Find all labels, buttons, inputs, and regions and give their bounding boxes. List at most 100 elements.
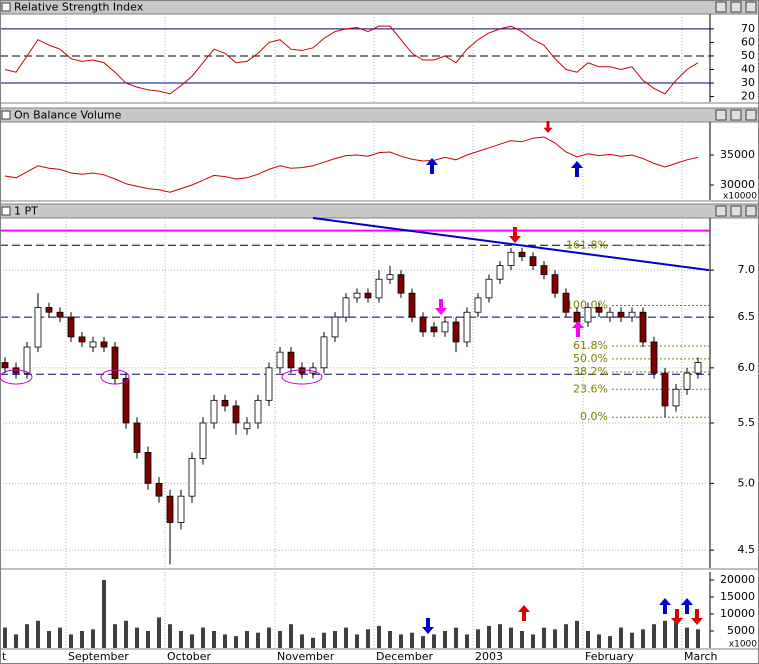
volume-bar [366,629,370,648]
candle-body [441,321,449,333]
y-tick-label: 35000 [720,148,755,161]
candle-body [56,311,64,318]
candle-body [23,346,31,374]
volume-bar [311,637,315,648]
panel-icon [1,206,11,216]
fib-label: 38.2% [573,365,608,378]
y-tick-label: 15000 [720,590,755,603]
candle-body [353,292,361,299]
volume-bar [47,630,51,648]
x-tick-label: October [167,650,211,663]
candle-body [265,367,273,401]
volume-bar [168,624,172,648]
volume-bar [586,630,590,648]
candle-body [474,297,482,313]
panel-title: Relative Strength Index [14,1,144,14]
candle-body [683,372,691,390]
volume-bar [278,630,282,648]
volume-bar [289,624,293,648]
x-tick-label: March [684,650,718,663]
candle-body [386,274,394,280]
fib-label: 161.8% [566,238,608,251]
volume-bar [333,630,337,648]
y-tick-label: 30 [741,76,755,89]
candle-body [254,399,262,424]
panel-title: On Balance Volume [14,109,122,122]
panel-title: 1 PT [14,205,38,218]
candle-body [199,422,207,459]
highlight-ellipse [100,369,130,385]
volume-bar [421,636,425,648]
candle-body [661,372,669,407]
volume-bar [674,622,678,648]
window-button [745,205,757,217]
volume-bar [454,627,458,648]
title-bar [0,0,759,15]
volume-bar [157,617,161,648]
candle-body [1,362,9,369]
volume-bar [58,627,62,648]
volume-bar [410,632,414,648]
window-button [745,1,757,13]
candle-body [111,346,119,379]
candle-body [188,458,196,497]
volume-bar [652,624,656,648]
volume-bar [696,629,700,648]
volume-bar [553,629,557,648]
y-tick-label: 5.0 [738,476,756,489]
y-tick-label: 6.5 [738,310,756,323]
title-bar [0,203,759,219]
volume-bar [245,630,249,648]
x-tick-label: t [2,650,7,663]
fib-label: 50.0% [573,352,608,365]
volume-bar [146,630,150,648]
x-tick-label: September [68,650,129,663]
candle-body [584,307,592,323]
fib-label: 0.0% [580,410,608,423]
candle-body [419,316,427,333]
candle-body [595,307,603,313]
volume-bar [3,627,7,648]
panel-icon [1,110,11,120]
candle-body [320,336,328,369]
y-tick-label: 20000 [720,573,755,586]
candle-body [408,292,416,318]
fib-label: 23.6% [573,382,608,395]
candle-body [210,399,218,424]
y-tick-label: 40 [741,63,755,76]
y-tick-label: 5.5 [738,416,756,429]
candle-body [331,316,339,338]
volume-bar [179,630,183,648]
volume-bar [113,624,117,648]
window-button [730,109,742,121]
highlight-ellipse [0,369,33,385]
candle-body [221,399,229,407]
volume-bar [25,624,29,648]
panel-icon [1,2,11,12]
window-button [715,1,727,13]
window-button [745,109,757,121]
volume-bar [663,620,667,648]
candle-body [452,321,460,343]
volume-bar [69,634,73,648]
volume-bar [201,627,205,648]
candle-body [551,274,559,294]
y-tick-label: 6.0 [738,361,756,374]
x-tick-label: December [376,650,434,663]
candle-body [507,251,515,267]
highlight-ellipse [281,369,323,385]
volume-bar [509,627,513,648]
candle-body [375,278,383,299]
volume-bar [388,630,392,648]
volume-bar [630,632,634,648]
volume-bar [256,632,260,648]
candle-body [617,311,625,318]
volume-bar [267,627,271,648]
volume-bar [300,634,304,648]
volume-bar [102,579,106,648]
fib-label: 61.8% [573,339,608,352]
y-tick-label: 10000 [720,607,755,620]
y-tick-label: 7.0 [738,263,756,276]
candle-body [287,351,295,369]
candle-body [100,341,108,348]
